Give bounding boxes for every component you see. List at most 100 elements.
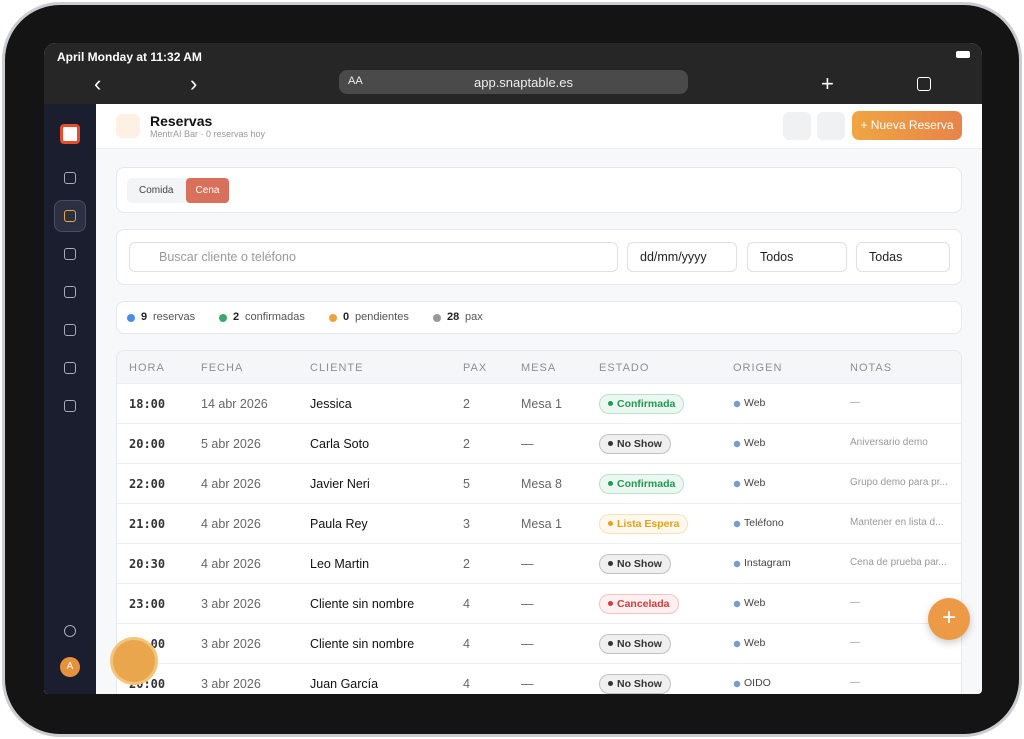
cell-hora: 20:30 xyxy=(129,557,166,571)
column-header: NOTAS xyxy=(850,362,893,374)
header: Reservas MentrAI Bar · 0 reservas hoy + … xyxy=(96,104,982,149)
cell-fecha: 3 abr 2026 xyxy=(201,677,261,691)
forward-button[interactable]: › xyxy=(190,71,198,96)
summary-dot xyxy=(127,314,135,322)
nav-item[interactable] xyxy=(54,390,86,422)
cell-estado: No Show xyxy=(599,434,671,454)
table-row[interactable]: 20:00 3 abr 2026 Juan García 4— No Show OIDO — xyxy=(117,663,961,694)
user-avatar[interactable]: A xyxy=(60,657,80,677)
nav-item[interactable] xyxy=(54,276,86,308)
cell-notas: — xyxy=(850,637,860,648)
cell-cliente: Paula Rey xyxy=(310,517,368,531)
page-subtitle: MentrAI Bar · 0 reservas hoy xyxy=(150,129,266,139)
cell-origen: Web xyxy=(733,637,766,649)
logo[interactable] xyxy=(60,124,80,144)
cell-notas: Grupo demo para pr... xyxy=(850,477,948,488)
cell-hora: 18:00 xyxy=(129,397,166,411)
summary-label: reservas xyxy=(153,311,196,323)
area-select[interactable]: Todas xyxy=(856,242,950,272)
cell-mesa: Mesa 8 xyxy=(521,477,562,491)
column-header: ESTADO xyxy=(599,362,650,374)
cell-origen: Instagram xyxy=(733,557,791,569)
tab[interactable]: Comida xyxy=(139,185,174,196)
nav-item[interactable] xyxy=(54,314,86,346)
summary-count: 0 xyxy=(343,311,350,323)
search-input[interactable]: Buscar cliente o teléfono xyxy=(129,242,618,272)
notifications-button[interactable] xyxy=(817,112,845,140)
cell-cliente: Jessica xyxy=(310,397,352,411)
table-row[interactable]: 18:00 14 abr 2026 Jessica 2 Mesa 1 Confirmada… xyxy=(117,383,961,423)
cell-estado: No Show xyxy=(599,674,671,694)
table-row[interactable]: 21:00 4 abr 2026 Paula Rey 3 Mesa 1 Lista Esp… xyxy=(117,503,961,543)
back-button[interactable]: ‹ xyxy=(94,71,102,96)
cell-mesa: — xyxy=(521,557,534,571)
settings[interactable] xyxy=(54,615,86,647)
reservations-table: HORA FECHA CLIENTE PAX MESA ESTADO ORIGEN NOTAS… xyxy=(116,350,962,694)
cell-cliente: Cliente sin nombre xyxy=(310,637,415,651)
cell-fecha: 3 abr 2026 xyxy=(201,597,261,611)
main: Reservas MentrAI Bar · 0 reservas hoy + … xyxy=(96,104,982,694)
header-icon xyxy=(116,114,140,138)
cell-estado: Cancelada xyxy=(599,594,679,614)
cell-mesa: — xyxy=(521,437,534,451)
status-select[interactable]: Todos xyxy=(747,242,847,272)
nav-item[interactable] xyxy=(54,162,86,194)
cell-notas: Aniversario demo xyxy=(850,437,928,448)
summary-card: 9 reservas 2 confirmadas 0 pendientes 28 pax xyxy=(116,301,962,334)
column-header: FECHA xyxy=(201,362,244,374)
column-header: PAX xyxy=(463,362,488,374)
cell-fecha: 4 abr 2026 xyxy=(201,477,261,491)
text-size[interactable]: AA xyxy=(348,75,363,87)
url: app.snaptable.es xyxy=(474,75,574,90)
cell-origen: Web xyxy=(733,477,766,489)
table-row[interactable]: 22:00 4 abr 2026 Javier Neri 5 Mesa 8 Confirm… xyxy=(117,463,961,503)
tabs-button[interactable] xyxy=(917,77,931,91)
cell-origen: Web xyxy=(733,397,766,409)
cell-notas: — xyxy=(850,397,860,408)
cell-hora: 22:00 xyxy=(129,477,166,491)
sidebar: A xyxy=(44,104,96,694)
nav-item[interactable] xyxy=(54,352,86,384)
status-time: April Monday at 11:32 AM xyxy=(57,50,202,64)
cell-origen: Teléfono xyxy=(733,517,784,529)
summary-count: 9 xyxy=(141,311,148,323)
cell-pax: 5 xyxy=(463,477,470,491)
fab[interactable]: + xyxy=(928,598,970,640)
table-row[interactable]: 20:30 4 abr 2026 Leo Martin 2 — No Show Instag… xyxy=(117,543,961,583)
cell-origen: Web xyxy=(733,437,766,449)
summary-label: confirmadas xyxy=(245,311,305,323)
assistant-avatar[interactable] xyxy=(110,637,158,685)
new-tab[interactable]: + xyxy=(821,71,834,96)
address-bar[interactable]: AA app.snaptable.es xyxy=(339,70,688,94)
cell-cliente: Cliente sin nombre xyxy=(310,597,415,611)
cell-fecha: 4 abr 2026 xyxy=(201,517,261,531)
summary-dot xyxy=(433,314,441,322)
table-row[interactable]: 23:00 3 abr 2026 Cliente sin nombre 4 — Cance… xyxy=(117,583,961,623)
cell-pax: 2 xyxy=(463,437,470,451)
cell-pax: 4 xyxy=(463,597,470,611)
column-header: ORIGEN xyxy=(733,362,783,374)
cell-mesa: Mesa 1 xyxy=(521,397,562,411)
table-row[interactable]: 20:00 5 abr 2026 Carla Soto 2 — No Show Web Ani… xyxy=(117,423,961,463)
cell-estado: No Show xyxy=(599,554,671,574)
cell-hora: 21:00 xyxy=(129,517,166,531)
search-button[interactable] xyxy=(783,112,811,140)
cell-mesa: — xyxy=(521,637,534,651)
cell-fecha: 5 abr 2026 xyxy=(201,437,261,451)
summary-label: pendientes xyxy=(355,311,409,323)
date-input[interactable]: dd/mm/yyyy xyxy=(627,242,737,272)
cell-mesa: — xyxy=(521,677,534,691)
cell-pax: 3 xyxy=(463,517,470,531)
cell-estado: No Show xyxy=(599,634,671,654)
nav-item[interactable] xyxy=(54,238,86,270)
summary-dot xyxy=(219,314,227,322)
status-bar: April Monday at 11:32 AM xyxy=(44,43,982,68)
column-header: MESA xyxy=(521,362,557,374)
screen: April Monday at 11:32 AM ‹ › AA app.snap… xyxy=(44,43,982,694)
summary-count: 2 xyxy=(233,311,240,323)
tab-active[interactable]: Cena xyxy=(186,178,229,203)
new-reservation-button[interactable]: + Nueva Reserva xyxy=(852,111,962,140)
nav-item-active[interactable] xyxy=(54,200,86,232)
